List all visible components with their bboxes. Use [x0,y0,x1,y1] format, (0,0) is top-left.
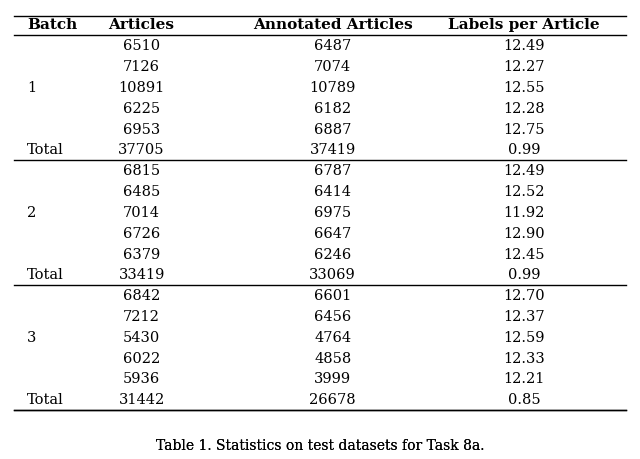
Text: 4764: 4764 [314,331,351,345]
Text: 6456: 6456 [314,310,351,324]
Text: 6225: 6225 [123,102,160,116]
Text: 2: 2 [27,206,36,220]
Text: Labels per Article: Labels per Article [448,18,600,33]
Text: Table 1. Statistics on test datasets for Task 8a.: Table 1. Statistics on test datasets for… [156,439,484,453]
Text: 12.52: 12.52 [503,185,545,199]
Text: Articles: Articles [109,18,175,33]
Text: 6726: 6726 [123,227,160,241]
Text: 26678: 26678 [309,393,356,407]
Text: Total: Total [27,143,63,157]
Text: Batch: Batch [27,18,77,33]
Text: 0.85: 0.85 [508,393,540,407]
Text: 37419: 37419 [310,143,356,157]
Text: 37705: 37705 [118,143,165,157]
Text: 12.90: 12.90 [503,227,545,241]
Text: 12.21: 12.21 [503,372,545,386]
Text: 5430: 5430 [123,331,160,345]
Text: 6022: 6022 [123,352,160,366]
Text: 0.99: 0.99 [508,269,540,282]
Text: Annotated Articles: Annotated Articles [253,18,413,33]
Text: 6601: 6601 [314,289,351,303]
Text: 10789: 10789 [310,81,356,95]
Text: 31442: 31442 [118,393,164,407]
Text: 12.49: 12.49 [503,164,545,178]
Text: Total: Total [27,393,63,407]
Text: 7074: 7074 [314,60,351,74]
Text: 6815: 6815 [123,164,160,178]
Text: Table 1. Statistics on test datasets for Task 8a.: Table 1. Statistics on test datasets for… [156,439,484,453]
Text: 12.33: 12.33 [503,352,545,366]
Text: 12.55: 12.55 [503,81,545,95]
Text: 3999: 3999 [314,372,351,386]
Text: 6953: 6953 [123,123,160,137]
Text: Total: Total [27,269,63,282]
Text: 12.45: 12.45 [503,247,545,262]
Text: 12.49: 12.49 [503,39,545,53]
Text: 11.92: 11.92 [503,206,545,220]
Text: 7212: 7212 [123,310,160,324]
Text: 6182: 6182 [314,102,351,116]
Text: 10891: 10891 [118,81,164,95]
Text: 5936: 5936 [123,372,160,386]
Text: 3: 3 [27,331,36,345]
Text: 12.75: 12.75 [503,123,545,137]
Text: 6510: 6510 [123,39,160,53]
Text: 4858: 4858 [314,352,351,366]
Text: 12.59: 12.59 [503,331,545,345]
Text: 7126: 7126 [123,60,160,74]
Text: 7014: 7014 [123,206,160,220]
Text: 6887: 6887 [314,123,351,137]
Text: 6485: 6485 [123,185,160,199]
Text: 6842: 6842 [123,289,160,303]
Text: 6246: 6246 [314,247,351,262]
Text: 1: 1 [27,81,36,95]
Text: 6379: 6379 [123,247,160,262]
Text: 6487: 6487 [314,39,351,53]
Text: 0.99: 0.99 [508,143,540,157]
Text: 33069: 33069 [309,269,356,282]
Text: 33419: 33419 [118,269,164,282]
Text: 12.28: 12.28 [503,102,545,116]
Text: 12.37: 12.37 [503,310,545,324]
Text: 12.27: 12.27 [503,60,545,74]
Text: 12.70: 12.70 [503,289,545,303]
Text: 6787: 6787 [314,164,351,178]
Text: 6647: 6647 [314,227,351,241]
Text: 6975: 6975 [314,206,351,220]
Text: 6414: 6414 [314,185,351,199]
